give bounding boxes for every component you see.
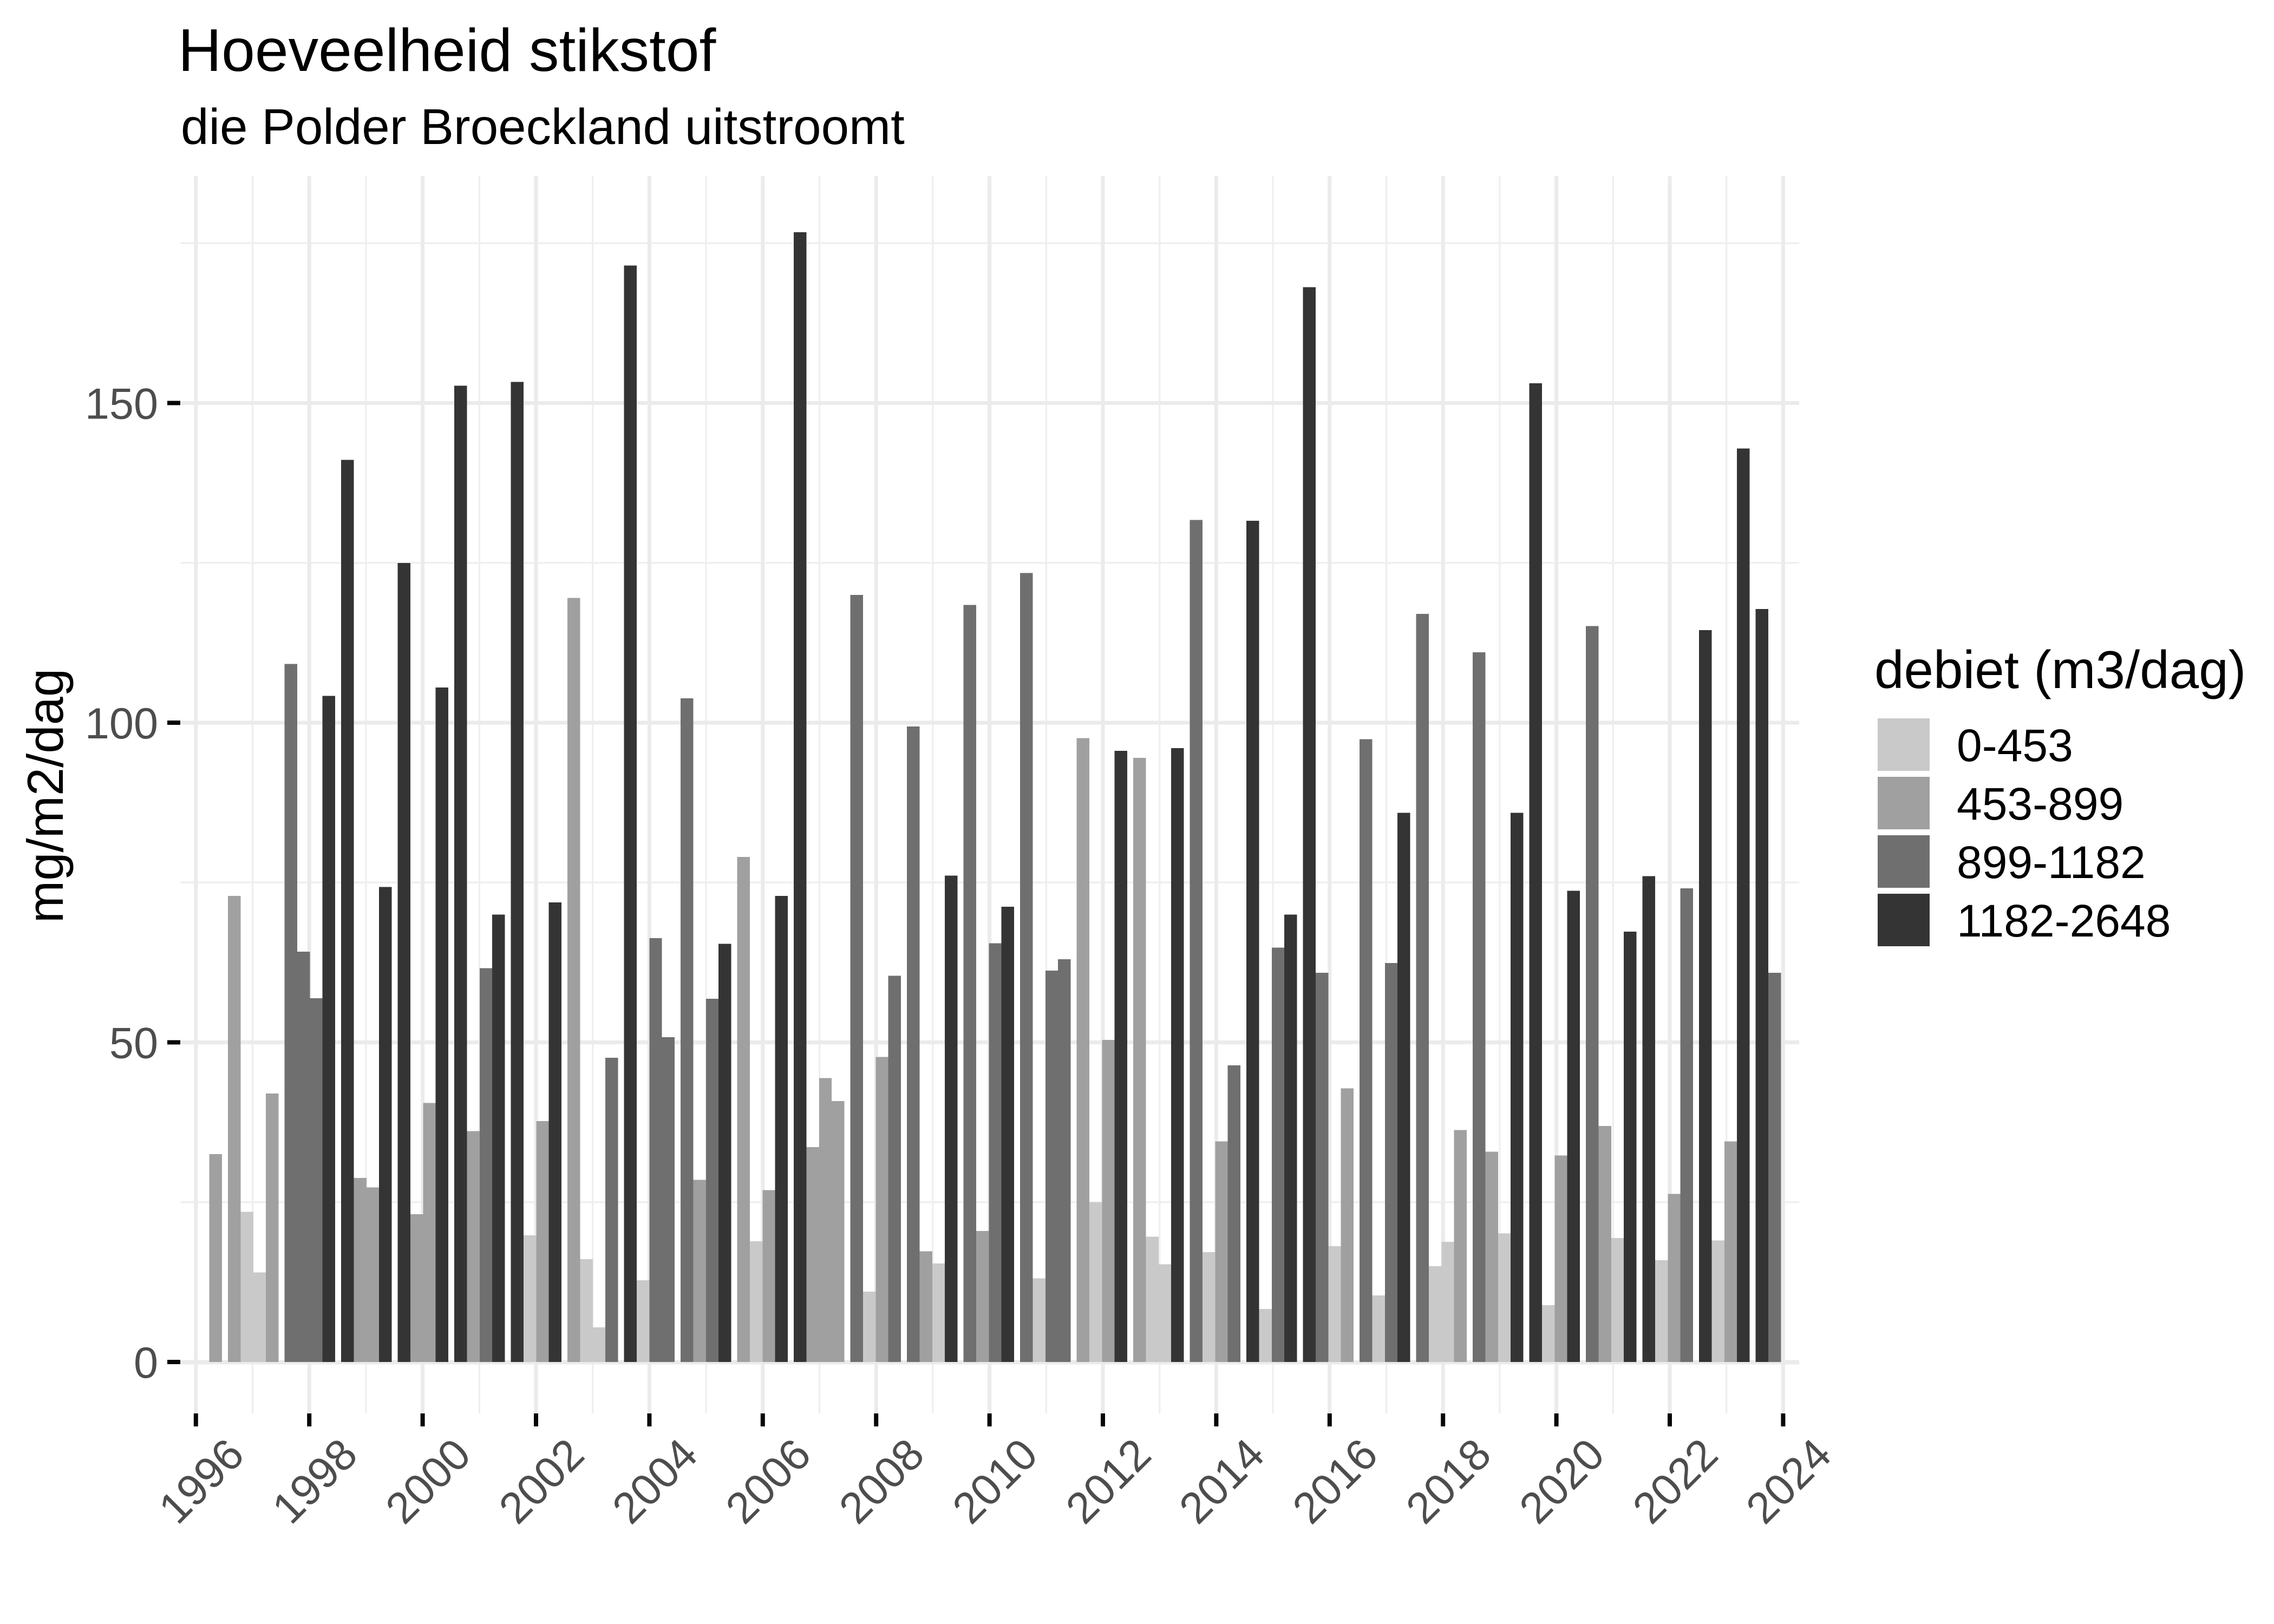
svg-text:899-1182: 899-1182 xyxy=(1957,837,2146,888)
svg-text:0: 0 xyxy=(134,1339,158,1387)
svg-text:100: 100 xyxy=(85,699,158,748)
svg-text:453-899: 453-899 xyxy=(1957,778,2123,829)
svg-text:debiet (m3/dag): debiet (m3/dag) xyxy=(1874,640,2246,699)
svg-text:mg/m2/dag: mg/m2/dag xyxy=(17,669,74,923)
svg-text:150: 150 xyxy=(85,380,158,429)
svg-text:die Polder Broeckland uitstroo: die Polder Broeckland uitstroomt xyxy=(181,99,905,155)
svg-text:1182-2648: 1182-2648 xyxy=(1957,895,2171,946)
svg-text:0-453: 0-453 xyxy=(1957,720,2073,771)
svg-text:50: 50 xyxy=(109,1019,158,1068)
svg-text:Hoeveelheid stikstof: Hoeveelheid stikstof xyxy=(178,17,716,84)
